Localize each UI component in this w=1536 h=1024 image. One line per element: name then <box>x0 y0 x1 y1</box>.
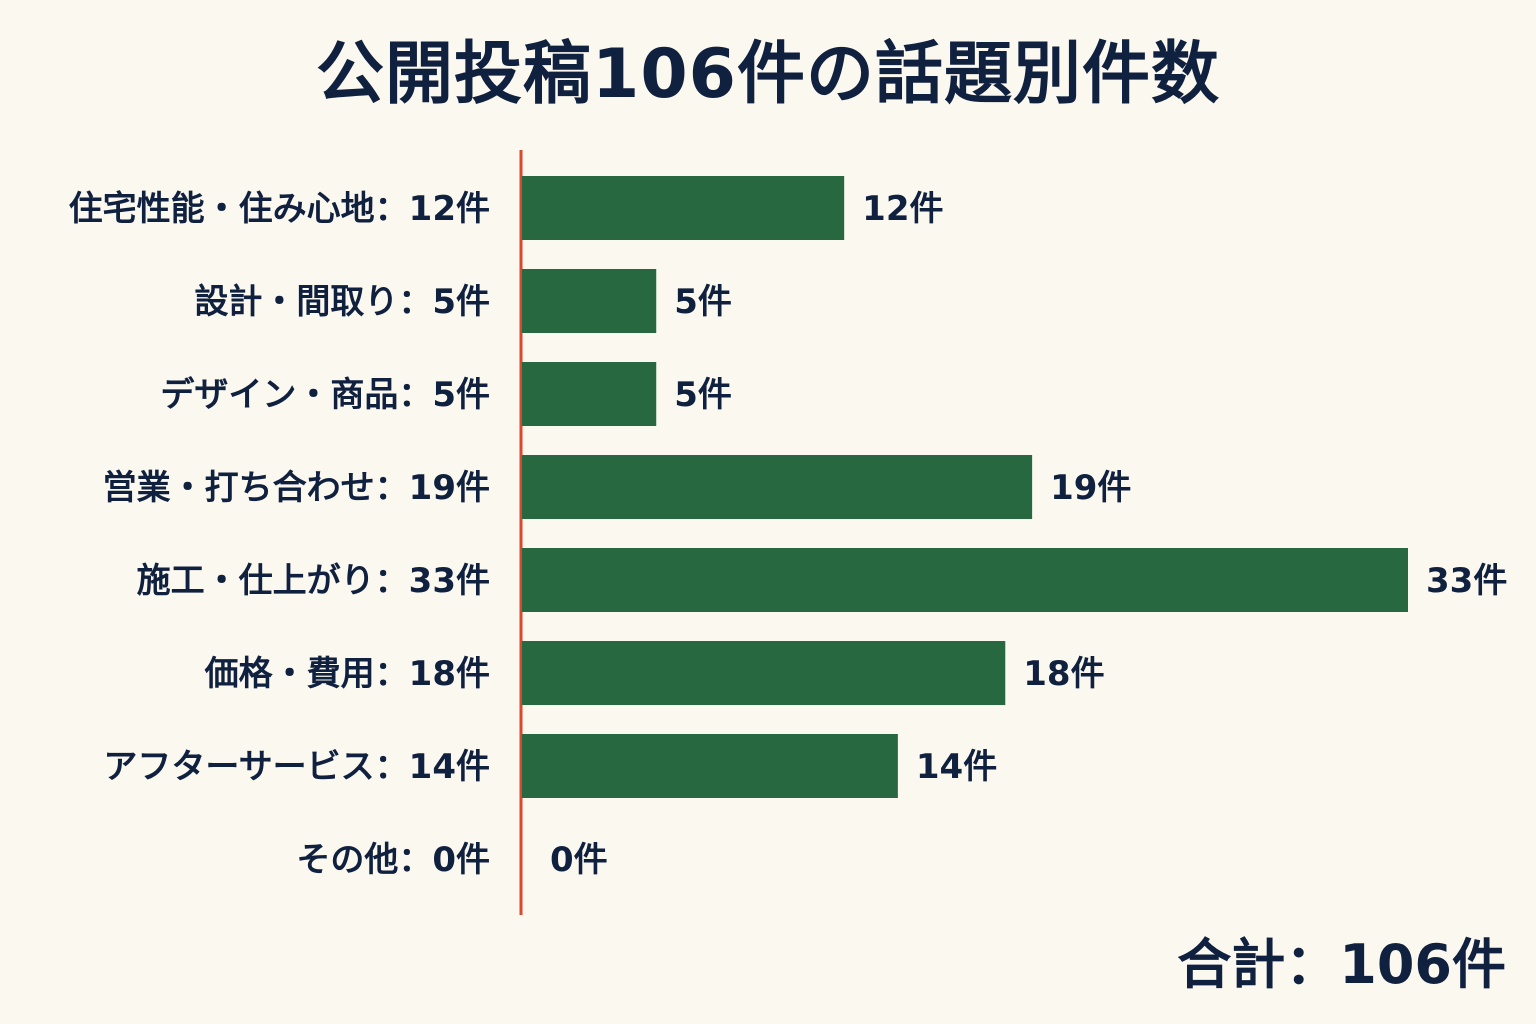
bar-2 <box>522 362 657 426</box>
value-label-6: 14件 <box>916 747 997 787</box>
bar-3 <box>522 455 1033 519</box>
category-label-7: その他：0件 <box>296 840 490 880</box>
value-label-7: 0件 <box>550 840 608 880</box>
bar-5 <box>522 641 1006 705</box>
category-label-0: 住宅性能・住み心地：12件 <box>69 189 490 229</box>
chart-total: 合計：106件 <box>1177 933 1506 996</box>
category-label-6: アフターサービス：14件 <box>103 747 490 787</box>
category-label-4: 施工・仕上がり：33件 <box>137 561 490 601</box>
bar-0 <box>522 176 845 240</box>
bar-1 <box>522 269 657 333</box>
chart-title: 公開投稿106件の話題別件数 <box>316 35 1220 114</box>
value-label-2: 5件 <box>674 375 732 415</box>
category-label-5: 価格・費用：18件 <box>204 654 490 694</box>
value-label-4: 33件 <box>1426 561 1507 601</box>
bars-layer <box>522 176 1408 798</box>
bar-4 <box>522 548 1408 612</box>
category-label-2: デザイン・商品：5件 <box>160 375 490 415</box>
value-label-5: 18件 <box>1023 654 1104 694</box>
bar-6 <box>522 734 898 798</box>
value-label-0: 12件 <box>862 189 943 229</box>
category-label-1: 設計・間取り：5件 <box>194 282 490 322</box>
value-label-3: 19件 <box>1050 468 1131 508</box>
category-label-3: 営業・打ち合わせ：19件 <box>103 468 490 508</box>
value-label-1: 5件 <box>674 282 732 322</box>
